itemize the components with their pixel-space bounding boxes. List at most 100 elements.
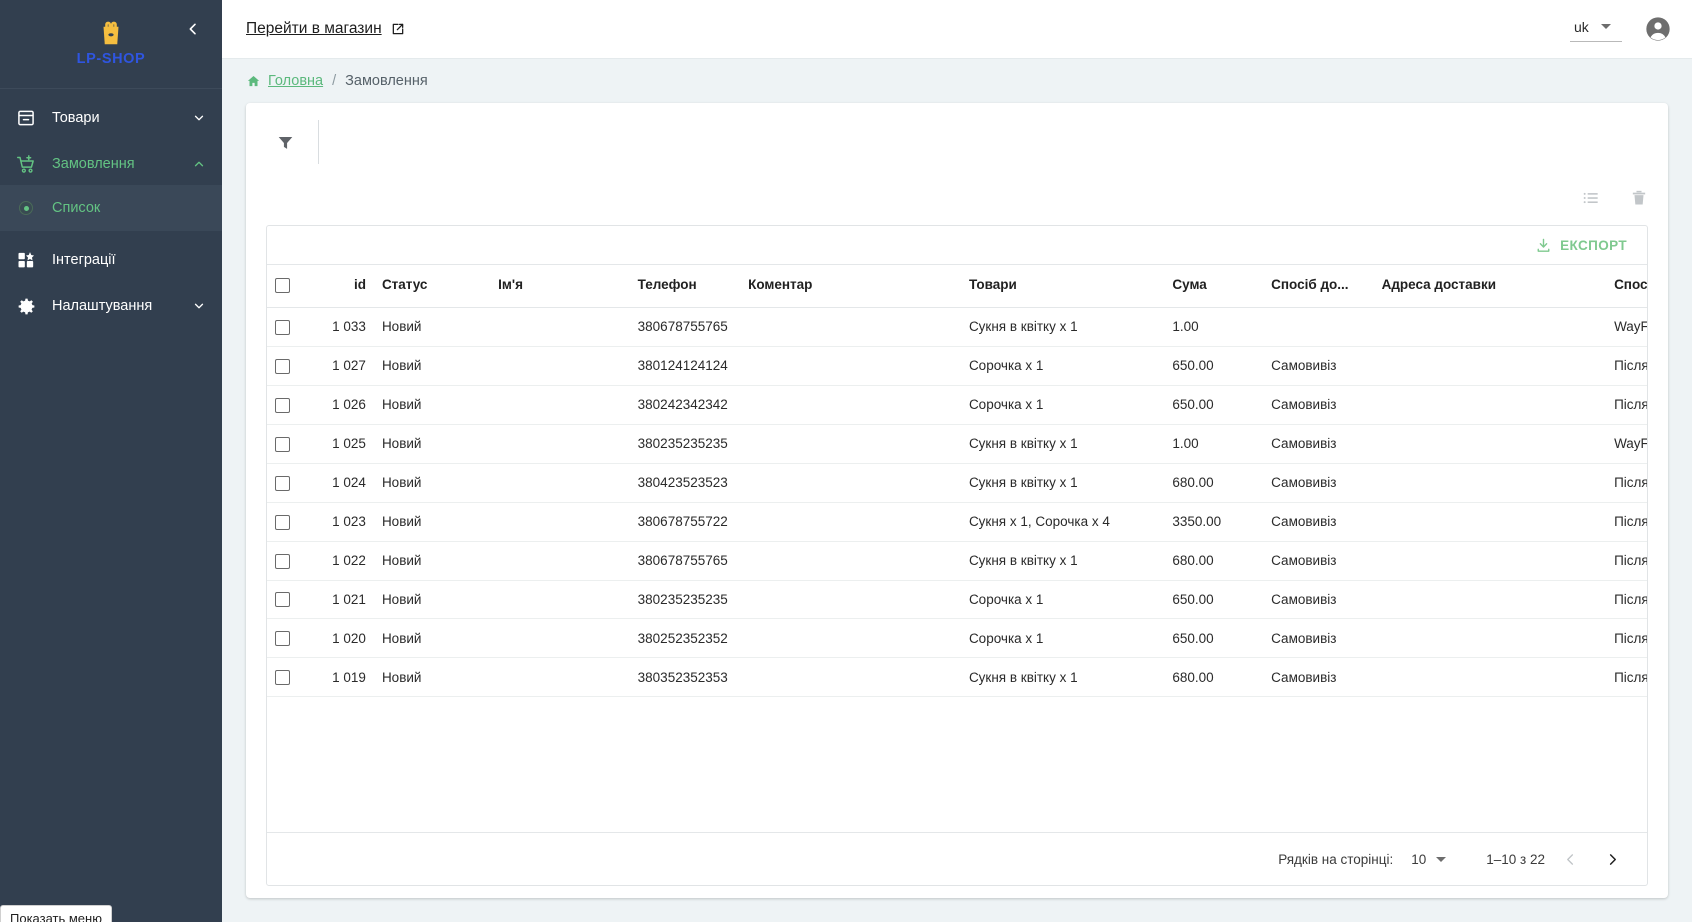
- cell-status: Новий: [373, 346, 491, 386]
- cell-phone: 380352352353: [629, 657, 741, 698]
- col-header-comment[interactable]: Коментар: [740, 264, 961, 308]
- archive-box-icon: [0, 108, 52, 128]
- col-header-address[interactable]: Адреса доставки: [1373, 264, 1607, 308]
- cell-id: 1 022: [320, 541, 374, 581]
- row-checkbox[interactable]: [275, 514, 290, 530]
- cell-delivery: Самовивіз: [1263, 657, 1374, 698]
- breadcrumb: Головна / Замовлення: [222, 59, 1692, 103]
- cell-sum: 1.00: [1164, 307, 1264, 347]
- next-page-button[interactable]: [1595, 842, 1629, 876]
- cell-address: [1373, 385, 1607, 425]
- cell-delivery: Самовивіз: [1263, 346, 1374, 386]
- row-select-cell: [267, 385, 321, 425]
- home-icon: [247, 75, 260, 86]
- row-checkbox[interactable]: [275, 475, 290, 491]
- table-body: 1 033 Новий 380678755765 Сукня в квітку х 1…: [267, 307, 1647, 698]
- filter-funnel-icon: [278, 136, 292, 149]
- list-view-icon[interactable]: [1578, 185, 1604, 211]
- export-row: ЕКСПОРТ: [267, 226, 1647, 264]
- cell-phone: 380423523523: [629, 463, 741, 503]
- cell-name: [490, 346, 630, 386]
- cell-address: [1373, 618, 1607, 659]
- row-checkbox[interactable]: [275, 397, 290, 413]
- row-select-cell: [267, 541, 321, 581]
- language-select[interactable]: uk: [1570, 17, 1622, 42]
- cell-name: [490, 385, 630, 425]
- table-row[interactable]: 1 025 Новий 380235235235 Сукня в квітку х 1…: [267, 424, 1647, 464]
- col-header-id[interactable]: id: [320, 264, 374, 308]
- cell-address: [1373, 580, 1607, 620]
- cell-phone: 380124124124: [629, 346, 741, 386]
- cell-address: [1373, 463, 1607, 503]
- sidebar-item-orders[interactable]: Замовлення: [0, 143, 222, 185]
- orders-table: id Статус Ім'я Телефон Коментар Товари С…: [267, 264, 1647, 698]
- col-header-status[interactable]: Статус: [373, 264, 491, 308]
- row-checkbox[interactable]: [275, 631, 290, 647]
- row-checkbox[interactable]: [275, 553, 290, 569]
- select-all-cell: [267, 264, 321, 308]
- cell-phone: 380678755765: [629, 307, 741, 347]
- pagination-range: 1–10 з 22: [1486, 851, 1545, 867]
- filter-button[interactable]: [268, 125, 302, 159]
- account-circle-icon[interactable]: [1644, 15, 1672, 43]
- table-row[interactable]: 1 026 Новий 380242342342 Сорочка х 1 650.00 С…: [267, 385, 1647, 425]
- show-menu-tooltip: Показать меню: [0, 905, 112, 922]
- cell-comment: [740, 307, 961, 347]
- cell-payment: Післяплата: [1606, 463, 1647, 503]
- table-row[interactable]: 1 021 Новий 380235235235 Сорочка х 1 650.00 С…: [267, 580, 1647, 620]
- cell-name: [490, 580, 630, 620]
- cell-goods: Сукня в квітку х 1: [960, 424, 1165, 464]
- previous-page-button[interactable]: [1553, 842, 1587, 876]
- cell-id: 1 024: [320, 463, 374, 503]
- sidebar-collapse-button[interactable]: [178, 14, 208, 44]
- cell-delivery: Самовивіз: [1263, 385, 1374, 425]
- go-to-shop-label: Перейти в магазин: [246, 20, 382, 37]
- sidebar-item-integrations[interactable]: Інтеграції: [0, 239, 222, 281]
- table-row[interactable]: 1 024 Новий 380423523523 Сукня в квітку х 1…: [267, 463, 1647, 503]
- table-row[interactable]: 1 027 Новий 380124124124 Сорочка х 1 650.00 С…: [267, 346, 1647, 386]
- table-scroll-area[interactable]: id Статус Ім'я Телефон Коментар Товари С…: [267, 264, 1647, 765]
- cell-address: [1373, 307, 1607, 347]
- col-header-phone[interactable]: Телефон: [629, 264, 741, 308]
- row-checkbox[interactable]: [275, 319, 290, 335]
- row-checkbox[interactable]: [275, 592, 290, 608]
- download-icon: [1537, 238, 1550, 252]
- table-row[interactable]: 1 019 Новий 380352352353 Сукня в квітку х 1…: [267, 657, 1647, 698]
- cell-payment: Післяплата: [1606, 385, 1647, 425]
- row-select-cell: [267, 463, 321, 503]
- cell-phone: 380678755722: [629, 502, 741, 542]
- table-row[interactable]: 1 022 Новий 380678755765 Сукня в квітку х 1…: [267, 541, 1647, 581]
- grid-empty-space: [267, 765, 1647, 832]
- table-row[interactable]: 1 033 Новий 380678755765 Сукня в квітку х 1…: [267, 307, 1647, 347]
- table-row[interactable]: 1 023 Новий 380678755722 Сукня х 1, Сорочка…: [267, 502, 1647, 542]
- sidebar-item-products[interactable]: Товари: [0, 97, 222, 139]
- cell-name: [490, 463, 630, 503]
- rows-per-page-select[interactable]: 10: [1411, 852, 1447, 867]
- sidebar-item-orders-list[interactable]: Список: [0, 185, 222, 231]
- table-row[interactable]: 1 020 Новий 380252352352 Сорочка х 1 650.00 С…: [267, 618, 1647, 659]
- row-checkbox[interactable]: [275, 436, 290, 452]
- chevron-down-icon: [190, 111, 208, 125]
- col-header-payment[interactable]: Спосіб оп...: [1606, 264, 1647, 308]
- breadcrumb-home[interactable]: Головна: [246, 73, 323, 89]
- sidebar-item-settings[interactable]: Налаштування: [0, 285, 222, 327]
- trash-icon[interactable]: [1626, 185, 1652, 211]
- cell-status: Новий: [373, 463, 491, 503]
- col-header-delivery[interactable]: Спосіб до...: [1263, 264, 1374, 308]
- go-to-shop-link[interactable]: Перейти в магазин: [246, 20, 406, 38]
- row-checkbox[interactable]: [275, 670, 290, 686]
- cell-payment: WayForPay: [1606, 424, 1647, 464]
- row-checkbox[interactable]: [275, 358, 290, 374]
- col-header-sum[interactable]: Сума: [1164, 264, 1264, 308]
- sidebar-item-label: Товари: [52, 110, 100, 126]
- cell-goods: Сукня в квітку х 1: [960, 541, 1165, 581]
- row-select-cell: [267, 657, 321, 698]
- col-header-name[interactable]: Ім'я: [490, 264, 630, 308]
- cell-sum: 680.00: [1164, 657, 1264, 698]
- grid-blocks-icon: [0, 250, 52, 270]
- breadcrumb-current: Замовлення: [345, 73, 428, 89]
- export-button[interactable]: ЕКСПОРТ: [1529, 233, 1633, 258]
- select-all-checkbox[interactable]: [275, 277, 290, 293]
- col-header-goods[interactable]: Товари: [960, 264, 1165, 308]
- export-label: ЕКСПОРТ: [1560, 237, 1627, 253]
